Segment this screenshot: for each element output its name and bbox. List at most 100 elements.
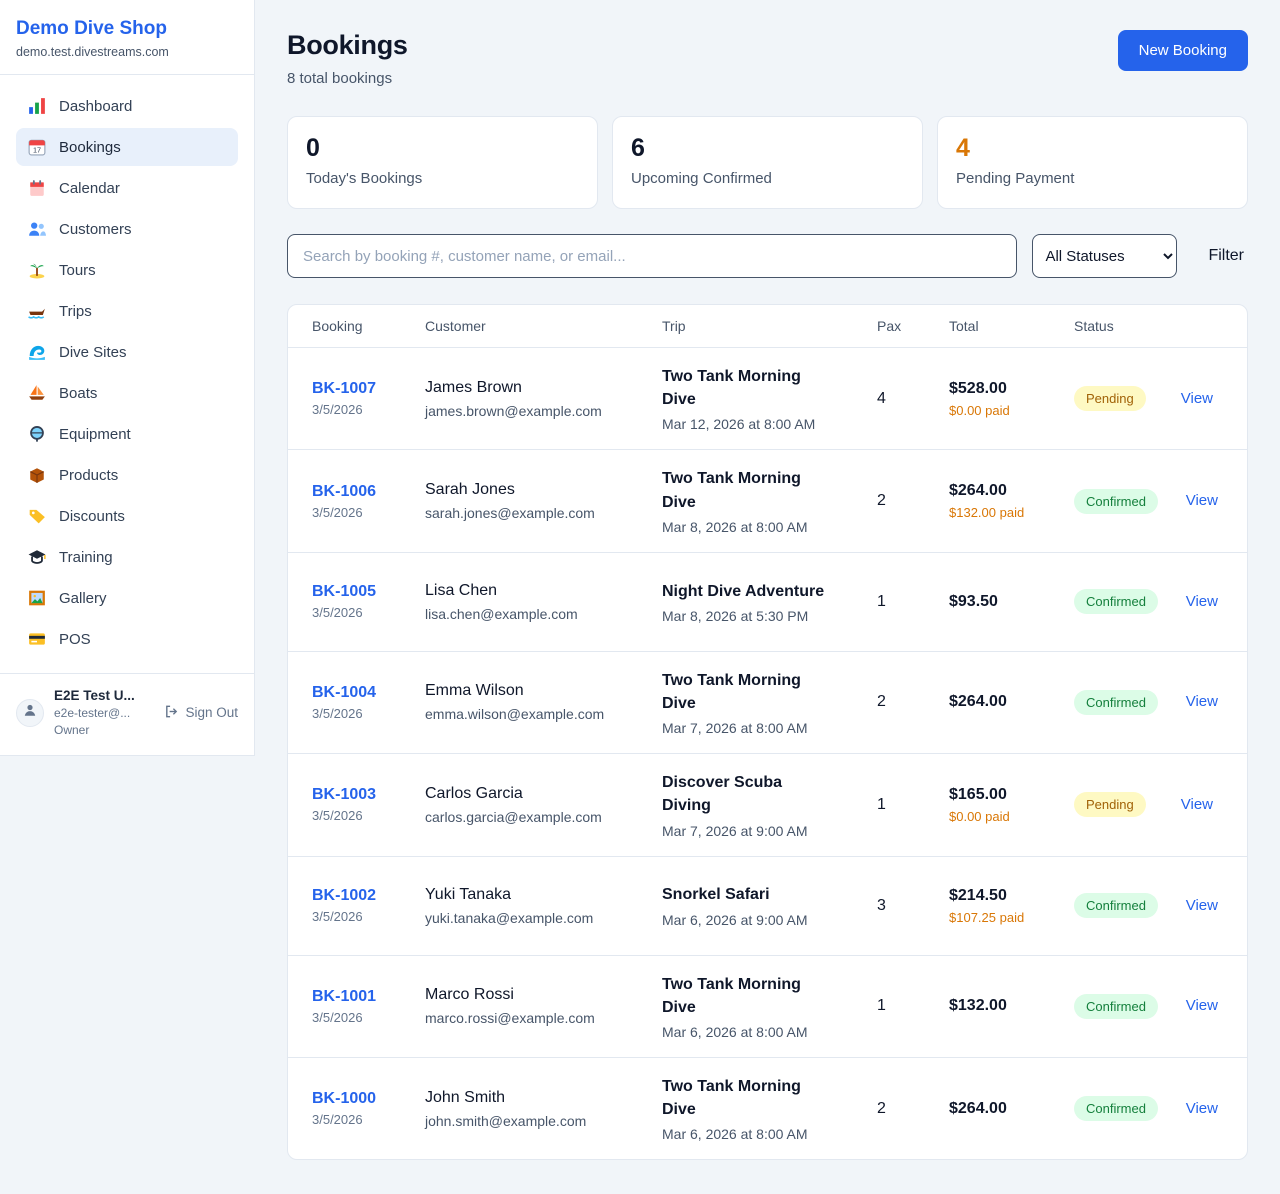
table-header: Booking Customer Trip Pax Total Status: [288, 305, 1247, 348]
booking-id-link[interactable]: BK-1002: [312, 887, 377, 904]
trip-name: Two Tank Morning Dive: [662, 671, 801, 712]
customer-name: Sarah Jones: [425, 481, 515, 499]
customer-email: emma.wilson@example.com: [425, 706, 605, 723]
trips-icon: [28, 302, 46, 320]
paid-amount: $132.00 paid: [949, 505, 1025, 521]
customer-name: James Brown: [425, 378, 522, 396]
dive-sites-icon: [28, 343, 46, 361]
sidebar-item-label: Calendar: [59, 179, 120, 197]
customer-cell: James Brown james.brown@example.com: [425, 362, 662, 436]
equipment-icon: [28, 425, 46, 443]
customer-cell: Yuki Tanaka yuki.tanaka@example.com: [425, 869, 662, 943]
filter-button[interactable]: Filter: [1208, 247, 1244, 264]
svg-text:17: 17: [33, 146, 41, 155]
trip-time: Mar 8, 2026 at 5:30 PM: [662, 607, 809, 624]
new-booking-button[interactable]: New Booking: [1117, 30, 1248, 71]
view-link[interactable]: View: [1180, 795, 1213, 813]
products-icon: [28, 466, 46, 484]
view-link[interactable]: View: [1185, 997, 1218, 1015]
paid-amount: $107.25 paid: [949, 909, 1025, 925]
sidebar-item-equipment[interactable]: Equipment: [16, 415, 238, 453]
pax-cell: 3: [877, 896, 886, 914]
stat-card-pending-payment: 4 Pending Payment: [937, 116, 1248, 209]
avatar: [16, 698, 44, 727]
sidebar-item-discounts[interactable]: Discounts: [16, 497, 238, 535]
user-section: E2E Test U... e2e-tester@... Owner Sign …: [0, 673, 254, 755]
stat-card-today-s-bookings: 0 Today's Bookings: [287, 116, 598, 209]
booking-id-link[interactable]: BK-1000: [312, 1090, 377, 1108]
sidebar-item-boats[interactable]: Boats: [16, 374, 238, 412]
view-link[interactable]: View: [1185, 592, 1218, 610]
booking-id-link[interactable]: BK-1001: [312, 987, 377, 1005]
sidebar-item-label: Boats: [59, 384, 98, 402]
trip-cell: Two Tank Morning Dive Mar 6, 2026 at 8:0…: [662, 1058, 877, 1159]
table-row: BK-1005 3/5/2026 Lisa Chen lisa.chen@exa…: [288, 553, 1247, 652]
column-header-status: Status: [1074, 318, 1114, 334]
discounts-icon: [28, 507, 46, 525]
search-input[interactable]: [287, 234, 1018, 278]
trip-cell: Discover Scuba Diving Mar 7, 2026 at 9:0…: [662, 754, 877, 855]
page-title: Bookings: [287, 30, 408, 60]
sidebar-item-tours[interactable]: Tours: [16, 251, 238, 289]
sidebar-item-label: Bookings: [59, 138, 121, 156]
sidebar-item-dashboard[interactable]: Dashboard: [16, 87, 238, 125]
total-amount: $165.00: [949, 785, 1007, 803]
view-link[interactable]: View: [1185, 693, 1218, 711]
status-badge: Confirmed: [1074, 488, 1158, 514]
status-filter-select[interactable]: All Statuses: [1032, 234, 1178, 278]
status-cell: Pending: [1074, 369, 1163, 428]
status-cell: Confirmed: [1074, 1079, 1168, 1138]
sidebar-item-products[interactable]: Products: [16, 456, 238, 494]
sidebar-nav: Dashboard 17 Bookings Calendar Customers…: [0, 75, 254, 669]
stat-label: Pending Payment: [956, 170, 1075, 187]
customer-name: Marco Rossi: [425, 986, 514, 1004]
sidebar-item-gallery[interactable]: Gallery: [16, 579, 238, 617]
sidebar-item-pos[interactable]: POS: [16, 620, 238, 658]
booking-id-link[interactable]: BK-1005: [312, 583, 377, 601]
trip-time: Mar 6, 2026 at 8:00 AM: [662, 1023, 808, 1040]
total-cell: $165.00 $0.00 paid: [949, 769, 1074, 841]
booking-id-link[interactable]: BK-1004: [312, 683, 377, 701]
sidebar-item-bookings[interactable]: 17 Bookings: [16, 128, 238, 166]
customer-cell: Emma Wilson emma.wilson@example.com: [425, 665, 662, 739]
trip-time: Mar 6, 2026 at 9:00 AM: [662, 911, 808, 928]
stat-value: 0: [306, 134, 320, 162]
status-cell: Confirmed: [1074, 472, 1168, 531]
view-link[interactable]: View: [1185, 896, 1218, 914]
customer-name: Yuki Tanaka: [425, 885, 511, 903]
total-cell: $264.00 $132.00 paid: [949, 465, 1074, 537]
sidebar-item-training[interactable]: Training: [16, 538, 238, 576]
trip-time: Mar 7, 2026 at 8:00 AM: [662, 720, 808, 737]
view-cell: View: [1168, 980, 1228, 1032]
sidebar-item-label: Gallery: [59, 589, 107, 607]
training-icon: [28, 548, 46, 566]
status-badge: Confirmed: [1074, 589, 1158, 615]
pax-cell: 1: [877, 592, 886, 610]
sidebar-item-customers[interactable]: Customers: [16, 210, 238, 248]
view-link[interactable]: View: [1180, 389, 1213, 407]
status-cell: Pending: [1074, 775, 1163, 834]
status-badge: Confirmed: [1074, 689, 1158, 715]
pax-cell: 2: [877, 1099, 886, 1117]
status-badge: Confirmed: [1074, 993, 1158, 1019]
brand-domain: demo.test.divestreams.com: [16, 45, 169, 59]
table-row: BK-1006 3/5/2026 Sarah Jones sarah.jones…: [288, 450, 1247, 553]
booking-id-link[interactable]: BK-1003: [312, 786, 377, 804]
sign-out-button[interactable]: Sign Out: [164, 704, 238, 722]
total-cell: $214.50 $107.25 paid: [949, 870, 1074, 942]
view-link[interactable]: View: [1185, 1099, 1218, 1117]
sidebar-item-dive-sites[interactable]: Dive Sites: [16, 333, 238, 371]
sidebar-item-trips[interactable]: Trips: [16, 292, 238, 330]
customer-email: sarah.jones@example.com: [425, 505, 595, 522]
view-link[interactable]: View: [1185, 492, 1218, 510]
paid-amount: $0.00 paid: [949, 808, 1010, 824]
table-row: BK-1004 3/5/2026 Emma Wilson emma.wilson…: [288, 652, 1247, 755]
filter-row: All Statuses Filter: [287, 234, 1248, 278]
sign-out-icon: [164, 704, 179, 722]
sidebar-item-calendar[interactable]: Calendar: [16, 169, 238, 207]
booking-id-link[interactable]: BK-1006: [312, 482, 377, 500]
stat-label: Today's Bookings: [306, 170, 423, 187]
column-header-trip: Trip: [662, 318, 686, 334]
trip-cell: Two Tank Morning Dive Mar 7, 2026 at 8:0…: [662, 652, 877, 753]
booking-id-link[interactable]: BK-1007: [312, 380, 377, 398]
